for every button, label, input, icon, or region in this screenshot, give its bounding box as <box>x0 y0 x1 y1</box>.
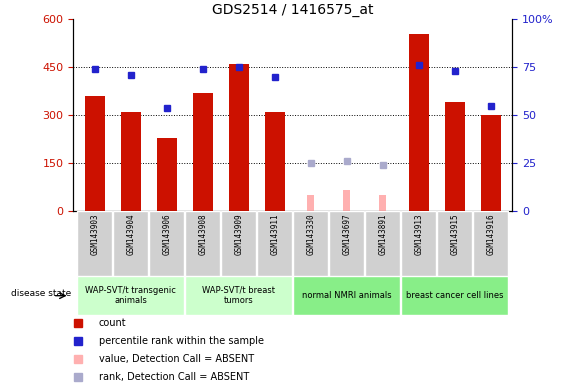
Text: percentile rank within the sample: percentile rank within the sample <box>99 336 264 346</box>
Text: value, Detection Call = ABSENT: value, Detection Call = ABSENT <box>99 354 254 364</box>
Bar <box>221 211 256 276</box>
Bar <box>401 276 508 315</box>
Bar <box>379 195 386 211</box>
Bar <box>257 211 292 276</box>
Bar <box>365 211 400 276</box>
Bar <box>293 211 328 276</box>
Bar <box>229 64 249 211</box>
Text: GSM143915: GSM143915 <box>450 214 459 255</box>
Text: disease state: disease state <box>11 289 72 298</box>
Text: GSM143891: GSM143891 <box>378 214 387 255</box>
Text: rank, Detection Call = ABSENT: rank, Detection Call = ABSENT <box>99 372 249 382</box>
Text: GSM143913: GSM143913 <box>414 214 423 255</box>
Bar <box>121 112 141 211</box>
Text: count: count <box>99 318 127 328</box>
Text: GSM143911: GSM143911 <box>270 214 279 255</box>
Bar <box>343 190 350 211</box>
Bar <box>113 211 149 276</box>
Text: GSM143697: GSM143697 <box>342 214 351 255</box>
Bar <box>85 96 105 211</box>
Bar <box>265 112 285 211</box>
Bar <box>149 211 185 276</box>
Text: GSM143904: GSM143904 <box>126 214 135 255</box>
Bar <box>293 276 400 315</box>
Bar <box>401 211 436 276</box>
Bar <box>437 211 472 276</box>
Text: GSM143916: GSM143916 <box>486 214 495 255</box>
Title: GDS2514 / 1416575_at: GDS2514 / 1416575_at <box>212 3 373 17</box>
Bar <box>409 34 428 211</box>
Bar <box>481 115 501 211</box>
Text: GSM143909: GSM143909 <box>234 214 243 255</box>
Text: GSM143903: GSM143903 <box>90 214 99 255</box>
Bar <box>445 103 464 211</box>
Bar <box>185 276 292 315</box>
Text: GSM143908: GSM143908 <box>198 214 207 255</box>
Bar <box>157 137 177 211</box>
Text: GSM143330: GSM143330 <box>306 214 315 255</box>
Bar <box>77 276 185 315</box>
Bar <box>193 93 213 211</box>
Text: normal NMRI animals: normal NMRI animals <box>302 291 391 300</box>
Bar <box>307 195 314 211</box>
Bar <box>185 211 220 276</box>
Bar <box>329 211 364 276</box>
Text: WAP-SVT/t transgenic
animals: WAP-SVT/t transgenic animals <box>86 286 176 305</box>
Text: GSM143906: GSM143906 <box>162 214 171 255</box>
Text: breast cancer cell lines: breast cancer cell lines <box>406 291 503 300</box>
Text: WAP-SVT/t breast
tumors: WAP-SVT/t breast tumors <box>202 286 275 305</box>
Bar <box>473 211 508 276</box>
Bar <box>77 211 113 276</box>
